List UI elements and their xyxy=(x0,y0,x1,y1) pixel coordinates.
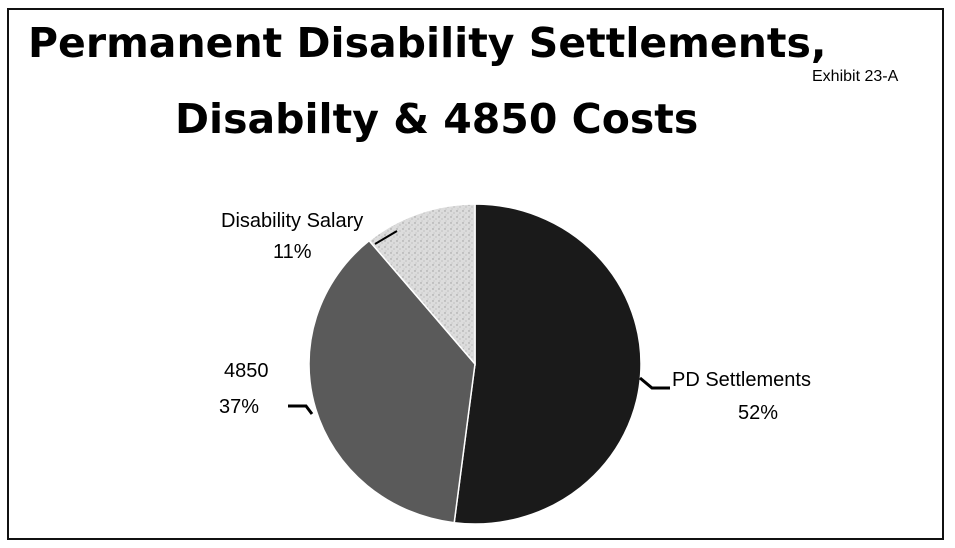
pie-slices xyxy=(308,203,642,525)
chart-title-line-2: Disabilty & 4850 Costs xyxy=(175,95,699,143)
exhibit-label: Exhibit 23-A xyxy=(812,68,899,85)
label-pd-settlements-name: PD Settlements xyxy=(672,369,811,391)
label-disability-salary-value: 11% xyxy=(273,241,312,263)
pie-slice-4850 xyxy=(308,239,476,524)
label-4850-name: 4850 xyxy=(224,360,269,382)
label-disability-salary-name: Disability Salary xyxy=(221,210,363,232)
pie-slice-disability-salary xyxy=(368,203,476,367)
leader-line-disability-salary xyxy=(374,230,398,245)
leader-lines xyxy=(288,230,670,415)
slice-labels: PD Settlements 52% 4850 37% Disability S… xyxy=(219,210,811,424)
chart-title-line-1: Permanent Disability Settlements, xyxy=(28,19,827,67)
leader-line-4850 xyxy=(288,404,314,415)
label-4850-value: 37% xyxy=(219,396,259,418)
pie-slice-pd-settlements xyxy=(453,203,642,525)
leader-line-pd-settlements xyxy=(639,376,670,390)
label-pd-settlements-value: 52% xyxy=(738,402,778,424)
